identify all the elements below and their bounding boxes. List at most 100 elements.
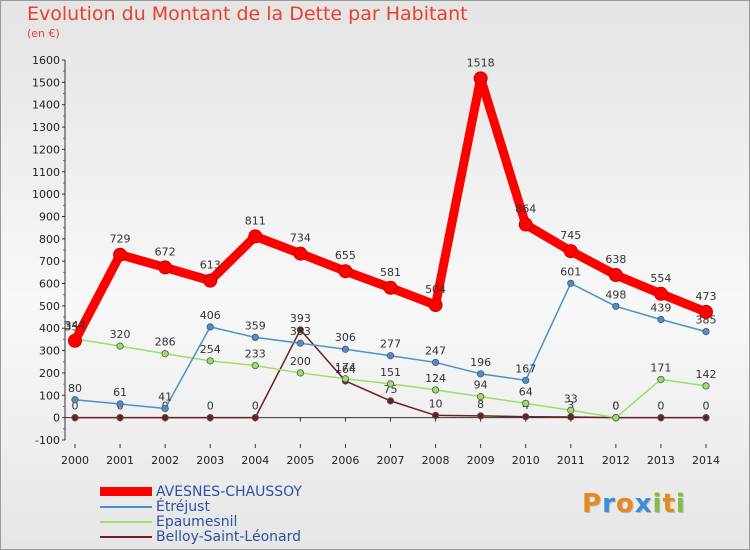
data-label: 247 [425, 344, 446, 357]
y-tick-label: 1500 [32, 76, 60, 89]
data-point [702, 327, 710, 336]
x-tick-label: 2009 [467, 454, 495, 467]
data-point [386, 397, 395, 405]
y-tick-label: 300 [39, 345, 60, 358]
chart-legend: AVESNES-CHAUSSOY Étréjust Epaumesnil Belloy… [100, 484, 302, 545]
data-label: 124 [425, 372, 446, 385]
data-label: 393 [290, 312, 311, 325]
x-tick-label: 2004 [241, 454, 269, 467]
data-point [657, 315, 665, 324]
data-label: 3 [567, 399, 574, 412]
data-label: 811 [245, 214, 266, 227]
logo-letter: i [652, 489, 663, 519]
data-label: 638 [605, 253, 626, 266]
y-tick-label: 1400 [32, 99, 60, 112]
y-tick-label: 100 [39, 389, 60, 402]
data-label: 613 [200, 259, 221, 272]
data-label: 171 [650, 361, 671, 374]
legend-swatch [100, 505, 152, 508]
unit-label: (en €) [27, 27, 60, 40]
data-point [612, 414, 620, 422]
y-tick-label: 1200 [32, 143, 60, 156]
data-point [477, 370, 485, 378]
data-point [567, 413, 575, 421]
logo-letter: x [634, 489, 653, 519]
legend-item: AVESNES-CHAUSSOY [100, 484, 302, 500]
data-point [206, 357, 214, 365]
data-label: 344 [65, 319, 86, 332]
data-point [338, 264, 353, 279]
data-point [522, 376, 530, 384]
data-label: 320 [110, 328, 131, 341]
data-point [431, 411, 440, 420]
x-tick-label: 2012 [602, 454, 630, 467]
data-label: 64 [519, 385, 533, 398]
data-label: 655 [335, 249, 356, 262]
data-label: 167 [515, 362, 536, 375]
legend-swatch [100, 487, 152, 496]
data-label: 554 [650, 272, 671, 285]
x-tick-label: 2010 [512, 454, 540, 467]
data-label: 0 [612, 400, 619, 413]
legend-label: Étréjust [156, 498, 210, 515]
data-label: 729 [110, 233, 131, 246]
data-point [71, 414, 79, 422]
data-label: 473 [696, 290, 717, 303]
logo-letter: i [675, 489, 686, 519]
x-tick-label: 2008 [422, 454, 450, 467]
y-tick-label: 1300 [32, 121, 60, 134]
data-label: 94 [474, 379, 488, 392]
series-line [70, 73, 711, 346]
data-label: 0 [657, 400, 664, 413]
y-tick-label: 900 [39, 210, 60, 223]
data-label: 286 [155, 336, 176, 349]
legend-label: Belloy-Saint-Léonard [156, 528, 302, 545]
x-tick-label: 2001 [106, 454, 134, 467]
data-label: 333 [290, 325, 311, 338]
x-tick-label: 2002 [151, 454, 179, 467]
y-tick-label: 1600 [32, 54, 60, 67]
data-label: 8 [477, 398, 484, 411]
data-point [296, 339, 304, 347]
data-point [293, 246, 308, 261]
x-tick-label: 2007 [377, 454, 405, 467]
data-point [158, 260, 173, 275]
data-point [428, 297, 443, 312]
data-label: 151 [380, 366, 401, 379]
data-point [567, 279, 575, 287]
legend-item: Belloy-Saint-Léonard [100, 528, 302, 545]
y-tick-label: 500 [39, 300, 60, 313]
legend-item: Epaumesnil [100, 514, 302, 530]
data-point [522, 413, 530, 421]
data-label: 385 [696, 314, 717, 327]
y-tick-label: 1100 [32, 166, 60, 179]
data-label: 254 [200, 343, 221, 356]
x-tick-label: 2005 [286, 454, 314, 467]
y-tick-label: 800 [39, 233, 60, 246]
data-label: 0 [72, 400, 79, 413]
y-tick-label: 0 [53, 412, 60, 425]
data-point [68, 333, 82, 348]
y-tick-label: 1000 [32, 188, 60, 201]
data-point [116, 342, 124, 350]
x-tick-label: 2011 [557, 454, 585, 467]
logo-letter: r [602, 489, 616, 519]
data-point [563, 244, 578, 259]
data-point [296, 369, 304, 377]
data-label: 75 [384, 383, 398, 396]
data-point [522, 399, 530, 407]
proxiti-logo: Proxiti [582, 489, 686, 519]
data-point [473, 71, 488, 86]
data-point [657, 375, 665, 384]
data-point [702, 414, 710, 422]
data-label: 41 [158, 390, 172, 403]
data-label: 33 [564, 392, 578, 405]
data-point [248, 229, 263, 244]
data-label: 10 [429, 397, 443, 410]
y-tick-label: 400 [39, 322, 60, 335]
y-tick-label: 600 [39, 278, 60, 291]
data-point [71, 396, 79, 404]
logo-letter: P [582, 489, 603, 519]
data-point [702, 382, 710, 390]
